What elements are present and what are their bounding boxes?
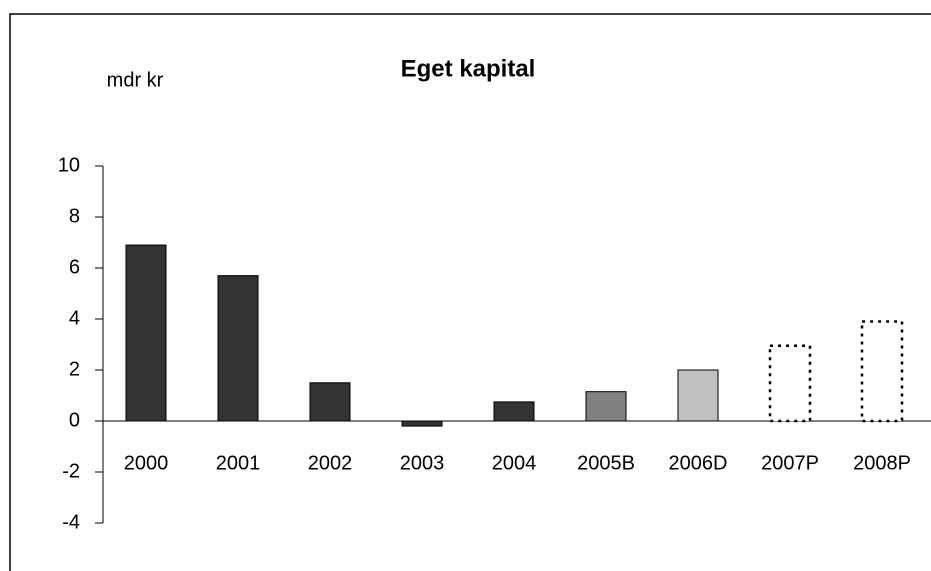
- y-tick-label: 8: [69, 205, 80, 227]
- y-tick-label: -2: [62, 460, 80, 482]
- y-tick-label: 2: [69, 358, 80, 380]
- bar: [493, 401, 535, 422]
- y-tick-label: -4: [62, 511, 80, 533]
- x-tick-label: 2008P: [853, 452, 911, 474]
- chart-title: Eget kapital: [401, 55, 536, 82]
- bar: [860, 320, 904, 423]
- x-tick-label: 2001: [216, 452, 261, 474]
- y-tick-label: 0: [69, 409, 80, 431]
- bar: [309, 382, 351, 422]
- y-tick-label: 10: [58, 154, 80, 176]
- x-tick-label: 2005B: [577, 452, 635, 474]
- bar: [125, 244, 167, 422]
- bar: [768, 344, 812, 423]
- bar: [217, 275, 259, 422]
- x-tick-label: 2007P: [761, 452, 819, 474]
- x-tick-label: 2002: [308, 452, 353, 474]
- x-tick-label: 2000: [124, 452, 169, 474]
- bar: [677, 369, 719, 422]
- bar: [401, 420, 443, 427]
- x-tick-label: 2006D: [669, 452, 728, 474]
- y-axis-label: mdr kr: [107, 69, 164, 91]
- bar: [585, 391, 627, 422]
- x-tick-label: 2003: [400, 452, 445, 474]
- y-tick-label: 6: [69, 256, 80, 278]
- y-tick-label: 4: [69, 307, 80, 329]
- x-tick-label: 2004: [492, 452, 537, 474]
